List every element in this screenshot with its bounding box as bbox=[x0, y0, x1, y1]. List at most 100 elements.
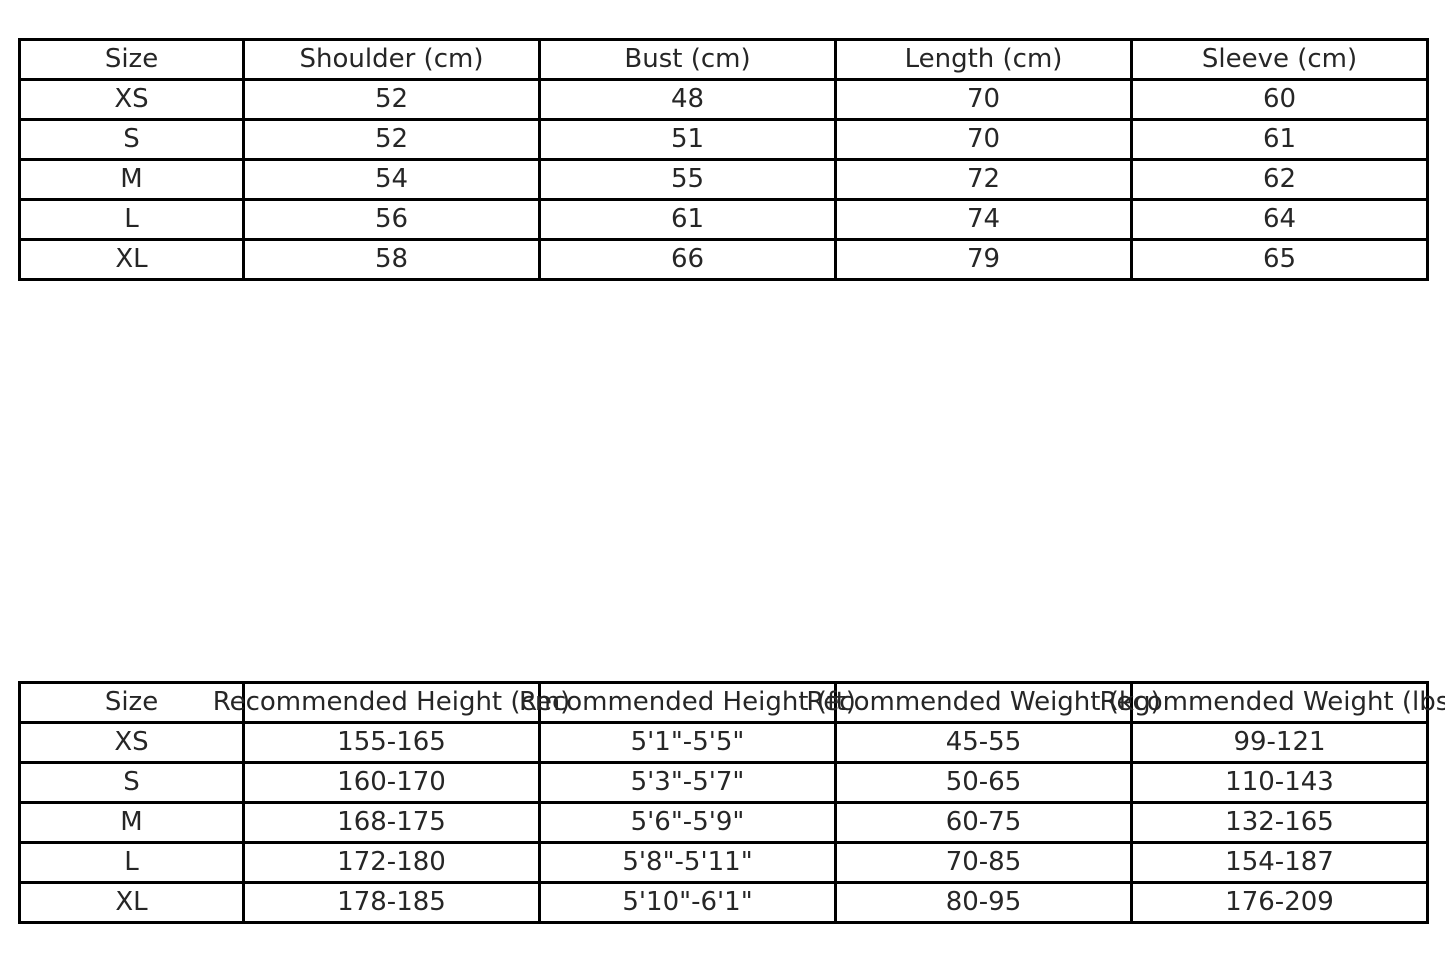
cell-value: 5'8"-5'11" bbox=[622, 846, 753, 877]
cell-value: M bbox=[120, 806, 143, 837]
table-cell: 65 bbox=[1130, 238, 1429, 281]
cell-value: 99-121 bbox=[1233, 726, 1326, 757]
header-label: Size bbox=[104, 43, 159, 74]
table-row: XS 52 48 70 60 bbox=[18, 78, 1429, 121]
table-cell: 55 bbox=[538, 158, 837, 201]
header-label: Recommended Weight (lbs) bbox=[1099, 686, 1445, 717]
table-cell: 70-85 bbox=[834, 841, 1133, 884]
table-header-row: Size Shoulder (cm) Bust (cm) Length (cm)… bbox=[18, 38, 1429, 81]
table-cell: L bbox=[18, 841, 245, 884]
table-cell: 154-187 bbox=[1130, 841, 1429, 884]
cell-value: 65 bbox=[1262, 243, 1297, 274]
header-cell-weight-lbs: Recommended Weight (lbs) bbox=[1100, 681, 1445, 724]
table-cell: S bbox=[18, 118, 245, 161]
cell-value: S bbox=[123, 766, 140, 797]
table-row: L 56 61 74 64 bbox=[18, 198, 1429, 241]
fit-guide-table: Size Recommended Height (cm) Recommended… bbox=[18, 681, 1445, 924]
table-cell: 58 bbox=[242, 238, 541, 281]
cell-value: 64 bbox=[1262, 203, 1297, 234]
cell-value: 60-75 bbox=[945, 806, 1022, 837]
header-label: Length (cm) bbox=[904, 43, 1063, 74]
table-row: M 168-175 5'6"-5'9" 60-75 132-165 bbox=[18, 801, 1429, 844]
header-label: Recommended Weight (kg) bbox=[806, 686, 1161, 717]
cell-value: XL bbox=[115, 886, 148, 917]
table-cell: 178-185 bbox=[242, 881, 541, 924]
cell-value: 48 bbox=[670, 83, 705, 114]
table-cell: 155-165 bbox=[242, 721, 541, 764]
table-cell: 110-143 bbox=[1130, 761, 1429, 804]
cell-value: 62 bbox=[1262, 163, 1297, 194]
cell-value: 61 bbox=[670, 203, 705, 234]
table-cell: 64 bbox=[1130, 198, 1429, 241]
cell-value: 60 bbox=[1262, 83, 1297, 114]
cell-value: 110-143 bbox=[1225, 766, 1334, 797]
cell-value: 168-175 bbox=[337, 806, 446, 837]
table-cell: 50-65 bbox=[834, 761, 1133, 804]
cell-value: 80-95 bbox=[945, 886, 1022, 917]
header-cell-sleeve: Sleeve (cm) bbox=[1130, 38, 1429, 81]
cell-value: 132-165 bbox=[1225, 806, 1334, 837]
cell-value: 5'3"-5'7" bbox=[630, 766, 745, 797]
header-label: Recommended Height (ft) bbox=[519, 686, 856, 717]
cell-value: 172-180 bbox=[337, 846, 446, 877]
cell-value: 70 bbox=[966, 123, 1001, 154]
table-cell: 72 bbox=[834, 158, 1133, 201]
table-cell: 52 bbox=[242, 78, 541, 121]
table-cell: 168-175 bbox=[242, 801, 541, 844]
header-label: Recommended Height (cm) bbox=[212, 686, 571, 717]
cell-value: 70-85 bbox=[945, 846, 1022, 877]
cell-value: XS bbox=[114, 726, 149, 757]
table-cell: 160-170 bbox=[242, 761, 541, 804]
size-chart-table: Size Shoulder (cm) Bust (cm) Length (cm)… bbox=[18, 38, 1429, 281]
table-cell: 70 bbox=[834, 78, 1133, 121]
cell-value: 61 bbox=[1262, 123, 1297, 154]
header-label: Shoulder (cm) bbox=[299, 43, 484, 74]
cell-value: 176-209 bbox=[1225, 886, 1334, 917]
header-label: Sleeve (cm) bbox=[1201, 43, 1358, 74]
table-cell: XS bbox=[18, 721, 245, 764]
table-row: XL 178-185 5'10"-6'1" 80-95 176-209 bbox=[18, 881, 1429, 924]
table-cell: 99-121 bbox=[1130, 721, 1429, 764]
header-cell-height-ft: Recommended Height (ft) bbox=[519, 681, 856, 724]
table-row: S 52 51 70 61 bbox=[18, 118, 1429, 161]
cell-value: 155-165 bbox=[337, 726, 446, 757]
table-cell: 61 bbox=[538, 198, 837, 241]
cell-value: 55 bbox=[670, 163, 705, 194]
cell-value: 160-170 bbox=[337, 766, 446, 797]
table-cell: M bbox=[18, 158, 245, 201]
table-cell: 132-165 bbox=[1130, 801, 1429, 844]
table-cell: 176-209 bbox=[1130, 881, 1429, 924]
header-cell-size: Size bbox=[18, 38, 245, 81]
cell-value: 51 bbox=[670, 123, 705, 154]
table-cell: 5'3"-5'7" bbox=[538, 761, 837, 804]
cell-value: 45-55 bbox=[945, 726, 1022, 757]
table-cell: XL bbox=[18, 881, 245, 924]
table-cell: 56 bbox=[242, 198, 541, 241]
header-label: Size bbox=[104, 686, 159, 717]
header-cell-bust: Bust (cm) bbox=[538, 38, 837, 81]
table-cell: 51 bbox=[538, 118, 837, 161]
cell-value: 5'1"-5'5" bbox=[630, 726, 745, 757]
header-cell-shoulder: Shoulder (cm) bbox=[242, 38, 541, 81]
table-cell: 172-180 bbox=[242, 841, 541, 884]
header-cell-weight-kg: Recommended Weight (kg) bbox=[806, 681, 1161, 724]
cell-value: 56 bbox=[374, 203, 409, 234]
cell-value: M bbox=[120, 163, 143, 194]
table-cell: 45-55 bbox=[834, 721, 1133, 764]
header-label: Bust (cm) bbox=[624, 43, 751, 74]
cell-value: 70 bbox=[966, 83, 1001, 114]
cell-value: 5'6"-5'9" bbox=[630, 806, 745, 837]
table-cell: XL bbox=[18, 238, 245, 281]
table-cell: 79 bbox=[834, 238, 1133, 281]
table-cell: M bbox=[18, 801, 245, 844]
table-cell: S bbox=[18, 761, 245, 804]
table-cell: 62 bbox=[1130, 158, 1429, 201]
cell-value: 5'10"-6'1" bbox=[622, 886, 753, 917]
table-cell: 52 bbox=[242, 118, 541, 161]
cell-value: L bbox=[124, 846, 139, 877]
cell-value: 178-185 bbox=[337, 886, 446, 917]
cell-value: XS bbox=[114, 83, 149, 114]
cell-value: 79 bbox=[966, 243, 1001, 274]
table-row: XS 155-165 5'1"-5'5" 45-55 99-121 bbox=[18, 721, 1429, 764]
